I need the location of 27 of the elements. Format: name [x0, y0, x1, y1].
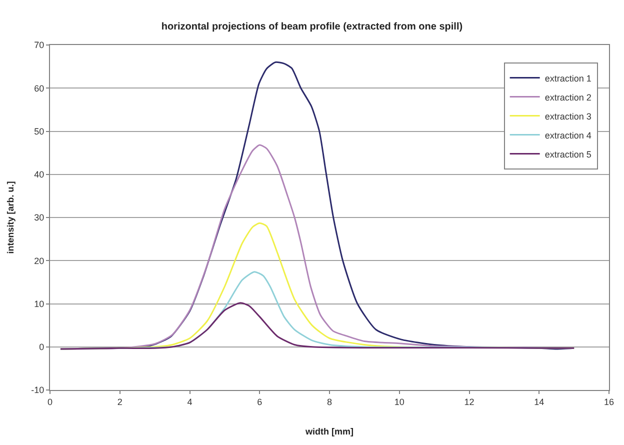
y-tick-label: 50 — [34, 126, 44, 136]
y-tick-label: 30 — [34, 212, 44, 223]
y-tick-label: -10 — [31, 385, 44, 396]
legend-label: extraction 2 — [544, 92, 592, 102]
y-tick-label: 60 — [34, 83, 44, 94]
y-tick-label: 70 — [34, 40, 44, 50]
x-tick-label: 16 — [604, 396, 614, 407]
legend-label: extraction 3 — [544, 111, 592, 122]
y-tick-label: 0 — [39, 342, 44, 352]
legend-label: extraction 1 — [544, 73, 592, 84]
x-tick-label: 12 — [464, 396, 474, 407]
x-tick-label: 2 — [117, 396, 122, 407]
line-series — [60, 302, 575, 350]
y-tick-label: 40 — [34, 170, 44, 180]
y-tick-label: 10 — [34, 298, 44, 309]
y-tick-label: 20 — [34, 256, 44, 266]
x-tick-label: 8 — [326, 396, 332, 407]
x-tick-label: 0 — [47, 396, 53, 407]
legend-label: extraction 5 — [544, 149, 592, 160]
x-tick-label: 10 — [394, 396, 404, 407]
x-axis-title: width [mm] — [304, 426, 354, 437]
chart-title: horizontal projections of beam profile (extracted from one spill) — [161, 21, 463, 32]
y-axis-title: intensity [arb. u.] — [6, 181, 16, 254]
x-tick-label: 6 — [257, 396, 262, 407]
legend-label: extraction 4 — [544, 130, 592, 140]
x-tick-label: 4 — [187, 396, 192, 407]
x-tick-label: 14 — [534, 396, 544, 407]
